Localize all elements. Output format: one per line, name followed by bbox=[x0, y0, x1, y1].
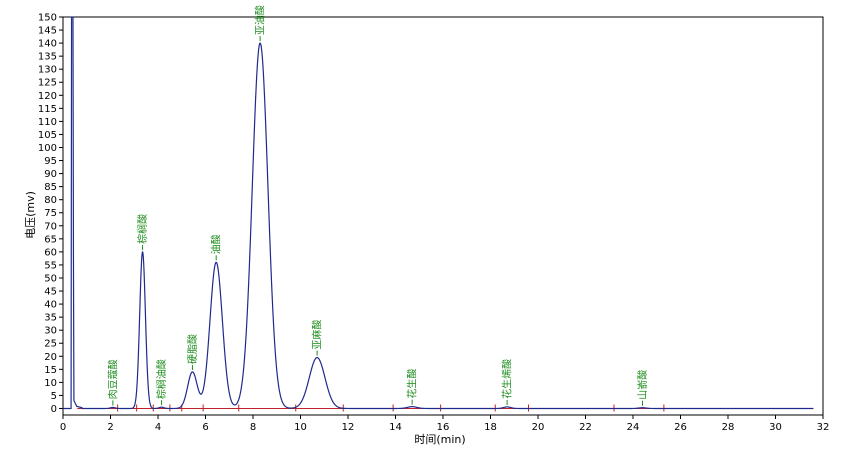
x-tick-label: 24 bbox=[627, 422, 640, 433]
x-tick-label: 8 bbox=[250, 422, 256, 433]
y-tick-label: 145 bbox=[38, 26, 57, 37]
x-axis-title: 时间(min) bbox=[414, 433, 465, 446]
y-axis-title: 电压(mv) bbox=[24, 191, 37, 239]
x-tick-label: 18 bbox=[484, 422, 497, 433]
x-tick-label: 14 bbox=[389, 422, 402, 433]
x-tick-label: 0 bbox=[60, 422, 66, 433]
y-tick-label: 5 bbox=[51, 391, 57, 402]
y-tick-label: 115 bbox=[38, 104, 57, 115]
y-tick-label: 70 bbox=[44, 221, 57, 232]
y-tick-label: 110 bbox=[38, 117, 57, 128]
peak-annotation: 亚油酸 bbox=[254, 5, 267, 42]
y-tick-label: 140 bbox=[38, 39, 57, 50]
y-tick-label: 20 bbox=[44, 352, 57, 363]
y-tick-label: 0 bbox=[51, 404, 57, 415]
x-tick-label: 4 bbox=[155, 422, 161, 433]
peak-label: 硬脂酸 bbox=[186, 334, 199, 364]
axis-ticks: 0510152025303540455055606570758085909510… bbox=[38, 13, 829, 434]
chromatogram-trace bbox=[63, 16, 814, 410]
y-tick-label: 30 bbox=[44, 326, 57, 337]
x-tick-label: 20 bbox=[532, 422, 545, 433]
peak-annotation: 硬脂酸 bbox=[186, 334, 199, 370]
peak-annotation: 花生烯酸 bbox=[501, 359, 514, 405]
peak-label: 山嵛酸 bbox=[636, 370, 649, 400]
peak-label: 花生酸 bbox=[406, 369, 419, 399]
y-tick-label: 75 bbox=[44, 208, 57, 219]
peak-annotation: 山嵛酸 bbox=[636, 370, 649, 406]
x-tick-label: 6 bbox=[202, 422, 208, 433]
peak-annotation: 棕榈酸 bbox=[136, 214, 149, 250]
plot-area bbox=[62, 16, 824, 416]
peak-annotation: 棕榈油酸 bbox=[155, 359, 168, 406]
peak-annotation: 花生酸 bbox=[406, 369, 419, 405]
x-tick-label: 32 bbox=[817, 422, 830, 433]
x-tick-label: 22 bbox=[579, 422, 592, 433]
y-tick-label: 50 bbox=[44, 273, 57, 284]
x-tick-label: 10 bbox=[294, 422, 307, 433]
y-tick-label: 105 bbox=[38, 130, 57, 141]
y-tick-label: 85 bbox=[44, 182, 57, 193]
peak-annotation: 肉豆蔻酸 bbox=[106, 359, 119, 406]
peak-label: 花生烯酸 bbox=[501, 359, 514, 399]
peak-annotation: 油酸 bbox=[210, 234, 223, 261]
x-tick-label: 2 bbox=[107, 422, 113, 433]
y-tick-label: 130 bbox=[38, 65, 57, 76]
y-tick-label: 95 bbox=[44, 156, 57, 167]
y-tick-label: 55 bbox=[44, 260, 57, 271]
y-tick-label: 25 bbox=[44, 339, 57, 350]
peak-label: 油酸 bbox=[210, 234, 223, 254]
y-tick-label: 135 bbox=[38, 52, 57, 63]
y-tick-label: 60 bbox=[44, 247, 57, 258]
y-tick-label: 40 bbox=[44, 300, 57, 311]
y-tick-label: 90 bbox=[44, 169, 57, 180]
x-tick-label: 12 bbox=[342, 422, 355, 433]
y-tick-label: 35 bbox=[44, 313, 57, 324]
y-tick-label: 150 bbox=[38, 13, 57, 24]
x-tick-label: 16 bbox=[437, 422, 450, 433]
peak-annotation: 亚麻酸 bbox=[311, 320, 324, 356]
peak-label: 棕榈酸 bbox=[136, 214, 149, 244]
x-tick-label: 30 bbox=[769, 422, 782, 433]
peak-label: 棕榈油酸 bbox=[155, 359, 168, 399]
y-tick-label: 65 bbox=[44, 234, 57, 245]
x-tick-label: 28 bbox=[722, 422, 735, 433]
y-tick-label: 10 bbox=[44, 378, 57, 389]
y-tick-label: 15 bbox=[44, 365, 57, 376]
trace-layer bbox=[63, 16, 814, 410]
peak-label: 肉豆蔻酸 bbox=[106, 359, 119, 399]
y-tick-label: 80 bbox=[44, 195, 57, 206]
y-tick-label: 120 bbox=[38, 91, 57, 102]
y-tick-label: 45 bbox=[44, 287, 57, 298]
y-tick-label: 125 bbox=[38, 78, 57, 89]
x-tick-label: 26 bbox=[674, 422, 687, 433]
peak-label: 亚油酸 bbox=[254, 5, 267, 35]
y-tick-label: 100 bbox=[38, 143, 57, 154]
peak-label: 亚麻酸 bbox=[311, 320, 324, 350]
